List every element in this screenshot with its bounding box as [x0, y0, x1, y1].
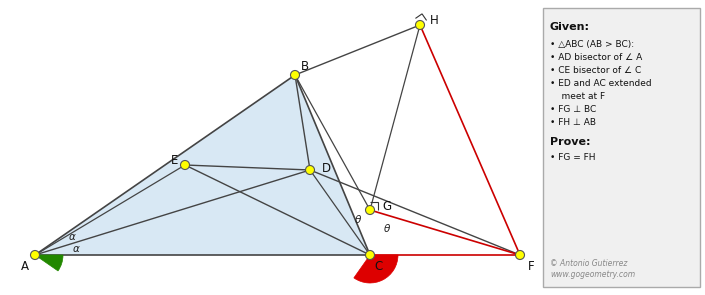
Text: $\alpha$: $\alpha$	[68, 232, 77, 242]
Text: $\theta$: $\theta$	[383, 222, 391, 234]
Text: • FH ⊥ AB: • FH ⊥ AB	[550, 118, 596, 127]
Text: $\theta$: $\theta$	[355, 213, 362, 225]
Circle shape	[365, 206, 374, 214]
Text: C: C	[374, 260, 382, 273]
Text: • △ABC (AB > BC):: • △ABC (AB > BC):	[550, 40, 634, 49]
Text: • ED and AC extended: • ED and AC extended	[550, 79, 651, 88]
Text: • CE bisector of ∠ C: • CE bisector of ∠ C	[550, 66, 642, 75]
Circle shape	[305, 165, 314, 175]
Circle shape	[180, 160, 190, 170]
Wedge shape	[354, 255, 398, 283]
Text: meet at F: meet at F	[550, 92, 605, 101]
Text: • AD bisector of ∠ A: • AD bisector of ∠ A	[550, 53, 642, 62]
Wedge shape	[35, 255, 63, 271]
Text: A: A	[21, 260, 29, 273]
Circle shape	[290, 71, 300, 79]
FancyBboxPatch shape	[543, 8, 700, 287]
Circle shape	[365, 250, 374, 260]
Text: E: E	[171, 153, 178, 166]
Text: • FG ⊥ BC: • FG ⊥ BC	[550, 105, 596, 114]
Text: Prove:: Prove:	[550, 137, 591, 147]
Text: F: F	[528, 260, 534, 273]
Text: D: D	[322, 161, 331, 175]
Text: G: G	[382, 201, 391, 214]
Text: $\alpha$: $\alpha$	[72, 244, 81, 254]
Text: Given:: Given:	[550, 22, 590, 32]
Circle shape	[515, 250, 525, 260]
Text: • FG = FH: • FG = FH	[550, 153, 596, 162]
Text: H: H	[430, 14, 439, 27]
Circle shape	[415, 20, 424, 30]
Text: www.gogeometry.com: www.gogeometry.com	[550, 270, 635, 279]
Text: B: B	[301, 60, 309, 73]
Polygon shape	[35, 75, 370, 255]
Text: © Antonio Gutierrez: © Antonio Gutierrez	[550, 259, 627, 268]
Circle shape	[30, 250, 39, 260]
